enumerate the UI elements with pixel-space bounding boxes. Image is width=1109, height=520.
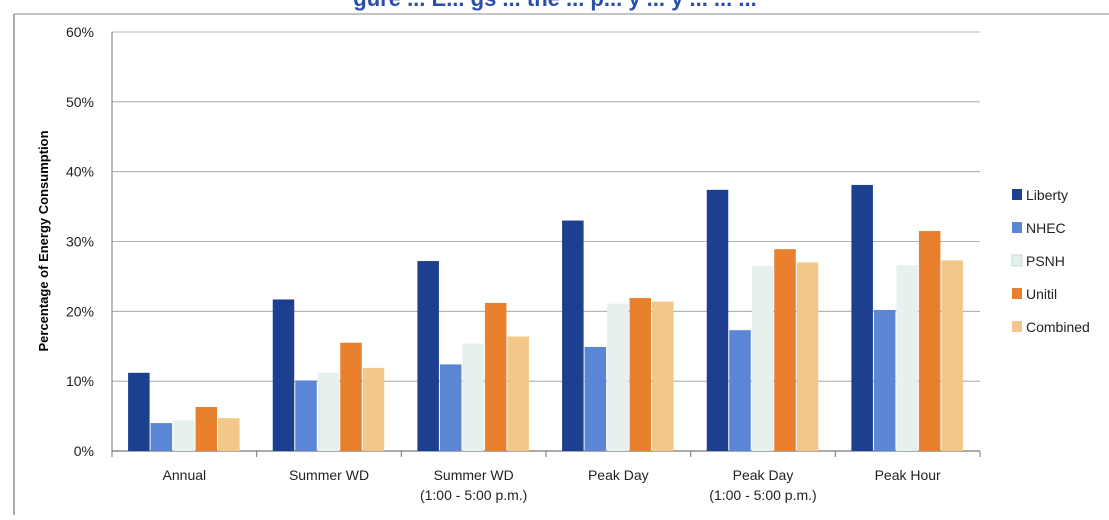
legend-label: PSNH <box>1026 253 1065 269</box>
bar-unitil <box>629 298 652 451</box>
bar-unitil <box>195 407 218 451</box>
x-tick-label-line: Peak Day <box>733 467 794 483</box>
y-tick-label: 30% <box>66 234 94 250</box>
x-tick-label: Summer WD (1:00 - 5:00 p.m.) <box>420 467 527 503</box>
legend-label: Combined <box>1026 319 1090 335</box>
bar-nhec <box>873 309 896 451</box>
bar-nhec <box>150 423 173 451</box>
bar-combined <box>652 301 674 451</box>
bar-combined <box>362 367 385 451</box>
bar-psnh <box>607 303 629 451</box>
bar-combined <box>796 262 819 451</box>
bar-liberty <box>272 299 295 451</box>
y-tick-label: 20% <box>66 303 94 319</box>
bar-liberty <box>706 189 729 451</box>
y-tick-label: 50% <box>66 94 94 110</box>
bar-liberty <box>128 372 150 451</box>
bar-unitil <box>340 342 362 451</box>
y-axis: 0% 10% 20% 30% 40% 50% 60% <box>66 24 113 459</box>
legend-swatch <box>1011 254 1023 267</box>
legend-swatch <box>1012 321 1022 332</box>
x-tick-label-line: Summer WD <box>289 467 369 483</box>
legend: Liberty NHEC PSNH Unitil Combined <box>1011 187 1090 335</box>
legend-label: Liberty <box>1026 187 1068 203</box>
x-tick-label: Summer WD <box>289 467 369 483</box>
y-tick-label: 60% <box>66 24 94 40</box>
y-tick-label: 10% <box>66 373 94 389</box>
x-tick-label-line: Peak Hour <box>875 467 941 483</box>
bars <box>128 184 963 451</box>
y-tick-label: 0% <box>74 443 94 459</box>
x-tick-label-line: Summer WD <box>434 467 514 483</box>
x-tick-label-line: Peak Day <box>588 467 649 483</box>
legend-swatch <box>1012 189 1022 200</box>
bar-nhec <box>295 380 317 451</box>
y-tick-label: 40% <box>66 164 94 180</box>
bar-combined <box>941 260 963 451</box>
bar-psnh <box>462 343 484 451</box>
chart-title: gure ... E... gs ... the ... p... y ... … <box>353 0 756 11</box>
bar-nhec <box>439 364 462 451</box>
x-tick-label: Peak Hour <box>875 467 941 483</box>
legend-label: NHEC <box>1026 220 1066 236</box>
bar-psnh <box>751 265 774 451</box>
bar-psnh <box>896 265 918 451</box>
bar-nhec <box>584 346 607 451</box>
bar-psnh <box>173 420 195 451</box>
x-tick-label: Peak Day <box>588 467 649 483</box>
x-tick-label-line: (1:00 - 5:00 p.m.) <box>420 487 527 503</box>
legend-swatch <box>1012 222 1022 233</box>
bar-combined <box>507 336 529 451</box>
x-axis: Annual Summer WD Summer WD (1:00 - 5:00 p.m… <box>111 451 981 503</box>
legend-swatch <box>1012 288 1022 299</box>
x-tick-label: Peak Day (1:00 - 5:00 p.m.) <box>709 467 816 503</box>
bar-psnh <box>317 372 340 451</box>
gridlines <box>112 31 980 452</box>
bar-liberty <box>851 184 873 451</box>
bar-liberty <box>562 220 584 451</box>
x-tick-label-line: Annual <box>163 467 207 483</box>
x-tick-label-line: (1:00 - 5:00 p.m.) <box>709 487 816 503</box>
bar-liberty <box>417 261 439 451</box>
bar-combined <box>218 418 240 451</box>
y-axis-label: Percentage of Energy Consumption <box>36 130 51 351</box>
bar-unitil <box>774 249 796 451</box>
bar-nhec <box>729 330 751 451</box>
bar-unitil <box>484 302 507 451</box>
bar-unitil <box>918 231 941 451</box>
x-tick-label: Annual <box>163 467 207 483</box>
legend-label: Unitil <box>1026 286 1057 302</box>
